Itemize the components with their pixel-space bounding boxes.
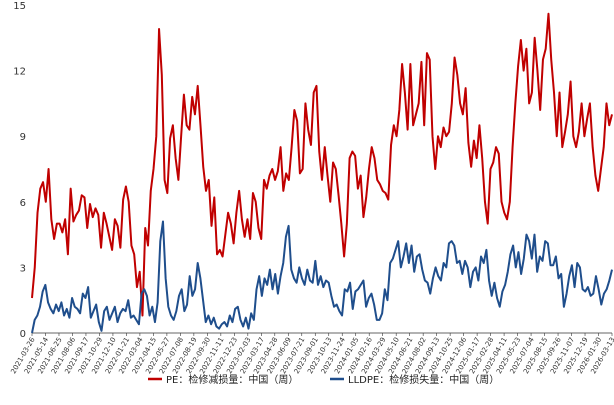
- series-layer: [31, 12, 613, 334]
- y-tick-label: 12: [13, 67, 26, 78]
- series-line-lldpe: [31, 220, 613, 334]
- legend-label-lldpe: LLDPE：检修损失量：中国（周）: [348, 373, 499, 386]
- y-tick-label: 9: [20, 132, 26, 143]
- legend-item-pe: PE：检修减损量：中国（周）: [148, 373, 298, 386]
- series-line-pe: [31, 12, 613, 317]
- y-axis-ticks: 0 3 6 9 12 15: [13, 1, 26, 340]
- legend-label-pe: PE：检修减损量：中国（周）: [166, 373, 298, 386]
- legend-item-lldpe: LLDPE：检修损失量：中国（周）: [330, 373, 499, 386]
- legend: PE：检修减损量：中国（周） LLDPE：检修损失量：中国（周）: [148, 373, 499, 386]
- y-tick-label: 6: [20, 198, 26, 209]
- y-tick-label: 3: [20, 263, 26, 274]
- x-axis-ticks: 2021-03-262021-05-142021-06-252021-08-06…: [9, 333, 614, 375]
- y-tick-label: 0: [20, 329, 26, 340]
- y-tick-label: 15: [13, 1, 26, 12]
